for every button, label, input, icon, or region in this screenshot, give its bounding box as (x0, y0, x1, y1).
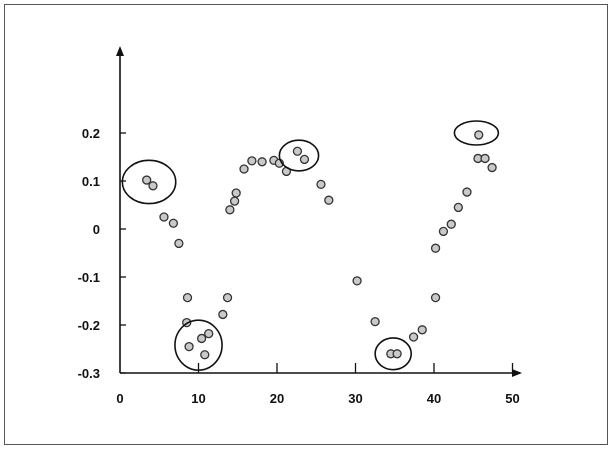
tick-labels: 0 10 20 30 40 50 0.2 0.1 0 -0.1 -0.2 -0.3 (78, 126, 520, 406)
data-point (168, 218, 179, 228)
data-point (487, 162, 497, 173)
data-point (316, 179, 326, 190)
data-point (222, 292, 233, 303)
data-point (453, 202, 463, 213)
data-point (430, 292, 441, 303)
axes (116, 46, 522, 377)
data-point (218, 309, 228, 320)
data-point (299, 154, 310, 165)
data-point (438, 226, 449, 237)
data-point (174, 238, 184, 249)
x-tick-label: 20 (270, 391, 284, 406)
highlight-circle (174, 319, 223, 371)
data-point (430, 243, 441, 253)
data-point (247, 156, 257, 166)
highlight-circle (121, 159, 177, 205)
x-tick-label: 40 (427, 391, 441, 406)
y-tick-label: -0.3 (78, 366, 100, 381)
x-axis-arrow (512, 369, 522, 377)
y-tick-label: 0 (93, 222, 100, 237)
data-point (292, 146, 303, 156)
data-point (462, 187, 472, 197)
data-points (142, 130, 497, 360)
data-point (352, 276, 362, 286)
y-tick-label: 0.2 (82, 126, 100, 141)
data-point (408, 332, 419, 342)
data-point (324, 195, 334, 205)
chart-frame (4, 4, 608, 445)
data-point (200, 350, 210, 360)
data-point (182, 292, 193, 303)
data-point (229, 196, 240, 206)
data-point (204, 328, 214, 339)
x-tick-label: 10 (191, 391, 205, 406)
x-tick-label: 50 (505, 391, 519, 406)
highlight-circle (374, 337, 413, 371)
data-point (446, 219, 456, 229)
data-point (184, 341, 194, 352)
y-axis-arrow (116, 46, 124, 56)
data-point (159, 212, 169, 222)
data-point (370, 316, 380, 327)
x-tick-label: 30 (348, 391, 362, 406)
x-tick-label: 0 (116, 391, 123, 406)
data-point (257, 157, 267, 167)
data-point (392, 349, 402, 359)
data-point (196, 333, 207, 344)
data-point (239, 164, 249, 174)
y-tick-label: -0.1 (78, 270, 100, 285)
data-point (474, 130, 484, 140)
highlight-circles (121, 120, 500, 371)
y-tick-label: -0.2 (78, 318, 100, 333)
highlight-circle (278, 139, 320, 172)
highlight-circle (453, 120, 500, 146)
data-point (480, 153, 490, 164)
data-point (417, 325, 427, 335)
data-point (142, 175, 152, 185)
data-point (231, 188, 241, 198)
data-point (148, 181, 158, 191)
y-tick-label: 0.1 (82, 174, 100, 189)
data-point (225, 205, 235, 215)
